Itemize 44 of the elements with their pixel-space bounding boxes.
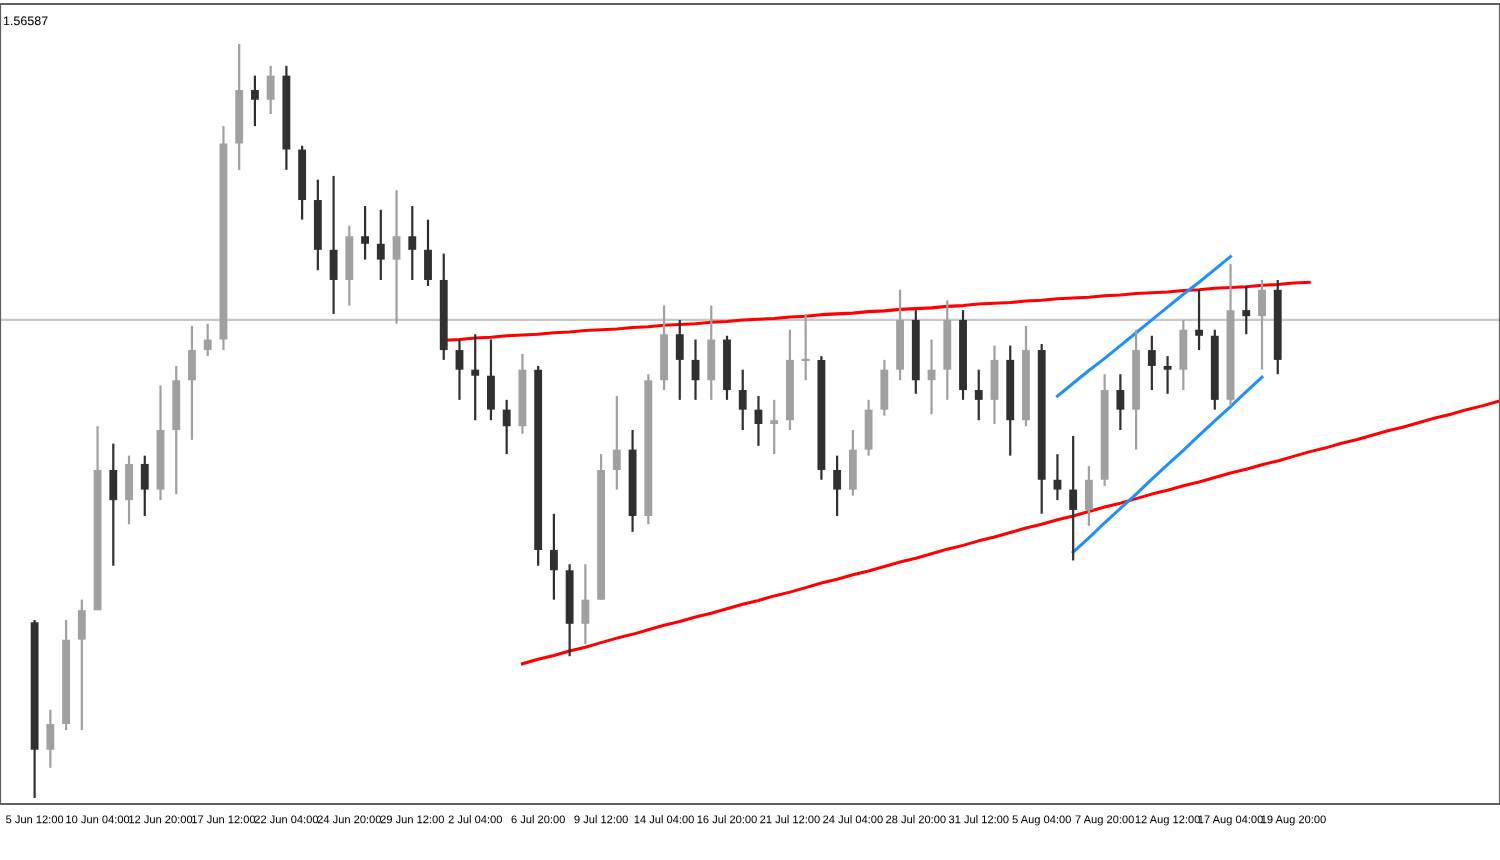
candlestick [549,512,558,601]
candlestick [188,324,196,441]
candlestick [1195,288,1203,352]
candlestick [581,563,590,646]
candlestick [864,398,873,457]
candlestick [329,174,338,316]
candlestick [612,394,621,491]
candlestick [1147,334,1156,392]
candlestick [125,454,133,526]
candlestick [1116,373,1125,432]
candlestick [109,442,118,567]
candlestick [1053,453,1062,502]
candlestick [1163,355,1172,395]
candlestick [848,428,857,497]
candlestick [266,64,275,116]
candlestick [502,398,511,456]
candlestick [1258,278,1266,371]
candlestick [140,454,149,518]
candlestick [408,204,417,282]
candlestick [455,338,464,401]
candlestick [77,598,86,732]
candlestick [471,333,480,422]
candlestick [675,318,684,401]
candlestick [1069,434,1078,562]
candlestick [880,358,889,417]
candlestick [345,224,354,307]
candlestick [361,204,369,261]
candlestick [800,312,811,382]
candlestick [707,304,716,401]
candlestick [203,322,212,358]
candlestick [974,368,983,422]
candlestick [487,338,495,422]
candlestick [392,189,401,325]
candlestick [1242,284,1251,336]
candlestick [770,398,779,456]
candlestick [660,304,668,392]
candlestick [46,708,55,769]
candlestick [424,218,432,288]
candlestick [738,368,747,432]
candlestick [376,208,385,282]
candlestick [250,74,259,128]
candlestick [1179,318,1188,392]
candlestick [833,454,842,518]
candlestick [1084,465,1093,527]
